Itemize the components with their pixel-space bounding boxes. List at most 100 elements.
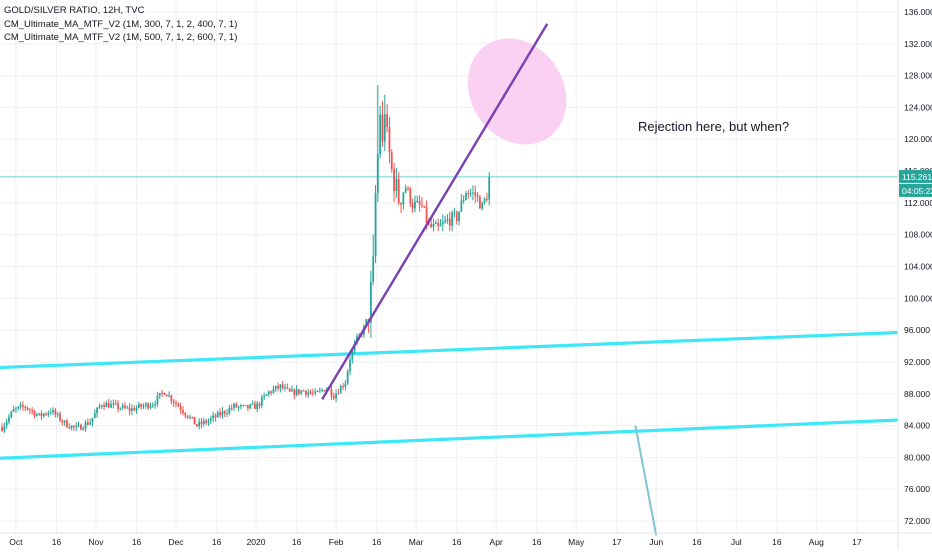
candle-body [302,390,305,392]
indicator-legend-1: CM_Ultimate_MA_MTF_V2 (1M, 300, 7, 1, 2,… [4,18,238,30]
candle-body [253,403,256,409]
candle-body [226,413,228,415]
x-tick-label: 16 [692,537,702,547]
candle-body [42,413,45,417]
candle-body [346,371,349,384]
candle-body [425,207,428,223]
candle-body [126,407,129,409]
candle-body [40,413,43,417]
candle-body [84,422,87,429]
x-tick-label: 16 [452,537,462,547]
candle-body [311,392,314,394]
trendline [321,23,549,400]
candle-body [75,426,78,428]
candle-body [161,392,163,394]
candle-body [163,393,166,395]
candle-body [437,222,440,227]
candle-body [156,395,159,404]
candle-body [395,179,398,192]
candle-body [444,220,447,223]
candle-body [309,392,312,394]
candle-body [256,403,259,409]
candle-body [107,402,110,408]
y-tick-label: 76.000 [904,484,930,494]
candle-body [26,407,29,410]
y-tick-label: 136.000 [904,7,932,17]
candle-body [249,404,252,409]
candle-body [209,418,212,421]
candle-body [242,405,245,407]
countdown-label-box [899,183,932,197]
price-label-box [899,169,932,183]
candle-body [8,416,10,422]
candle-body [119,408,122,410]
candle-body [12,409,15,412]
y-tick-label: 72.000 [904,516,930,526]
candle-body [351,350,354,360]
candle-body [117,403,119,409]
candle-body [230,408,233,410]
candle-body [168,395,170,397]
candle-body [149,406,152,408]
candle-body [474,192,477,196]
candle-body [321,389,324,391]
candle-body [98,406,101,408]
candle-body [68,427,71,429]
candle-body [142,405,145,407]
y-tick-label: 112.000 [904,198,932,208]
price-label: 115.261 [902,172,932,182]
candle-body [175,402,177,404]
candle-body [228,408,231,414]
candle-body [421,204,423,206]
candle-body [258,403,261,406]
y-tick-label: 80.000 [904,452,930,462]
candle-body [10,411,13,417]
candle-body [216,412,219,418]
indicator-legend-2: CM_Ultimate_MA_MTF_V2 (1M, 500, 7, 1, 2,… [4,32,238,43]
chart-legend: GOLD/SILVER RATIO, 12H, TVC CM_Ultimate_… [4,4,237,45]
x-tick-label: 16 [212,537,222,547]
candle-body [128,407,131,412]
x-tick-label: 2020 [247,537,266,547]
candle-body [305,390,307,395]
candle-body [476,195,479,197]
candle-body [133,408,136,411]
candle-body [446,218,449,221]
candle-body [45,413,47,415]
candle-body [460,200,463,212]
candle-body [330,389,333,397]
candle-body [383,114,386,142]
candle-body [441,222,444,225]
candle-body [344,383,347,387]
candle-body [451,212,453,226]
candle-body [179,406,182,410]
candle-body [31,410,34,412]
candle-body [202,420,205,425]
x-tick-label: 16 [532,537,542,547]
y-tick-label: 100.000 [904,293,932,303]
candle-body [379,114,382,155]
y-tick-label: 96.000 [904,325,930,335]
candle-body [165,394,168,397]
y-tick-label: 120.000 [904,134,932,144]
candle-body [397,179,400,204]
candle-body [170,395,173,402]
candle-body [251,403,254,405]
candle-body [154,403,157,406]
annotation-text[interactable]: Rejection here, but when? [638,119,790,134]
candle-body [189,416,191,418]
candle-body [56,413,59,415]
candle-body [453,212,456,214]
rejection-zone-ellipse [467,38,567,145]
candle-body [237,406,240,408]
candle-body [38,413,41,415]
candle-body [96,407,99,414]
candle-body [479,196,481,209]
candle-body [247,405,249,409]
candle-body [339,386,342,394]
candle-body [15,408,17,410]
candle-body [240,405,242,407]
candle-body [423,205,426,208]
